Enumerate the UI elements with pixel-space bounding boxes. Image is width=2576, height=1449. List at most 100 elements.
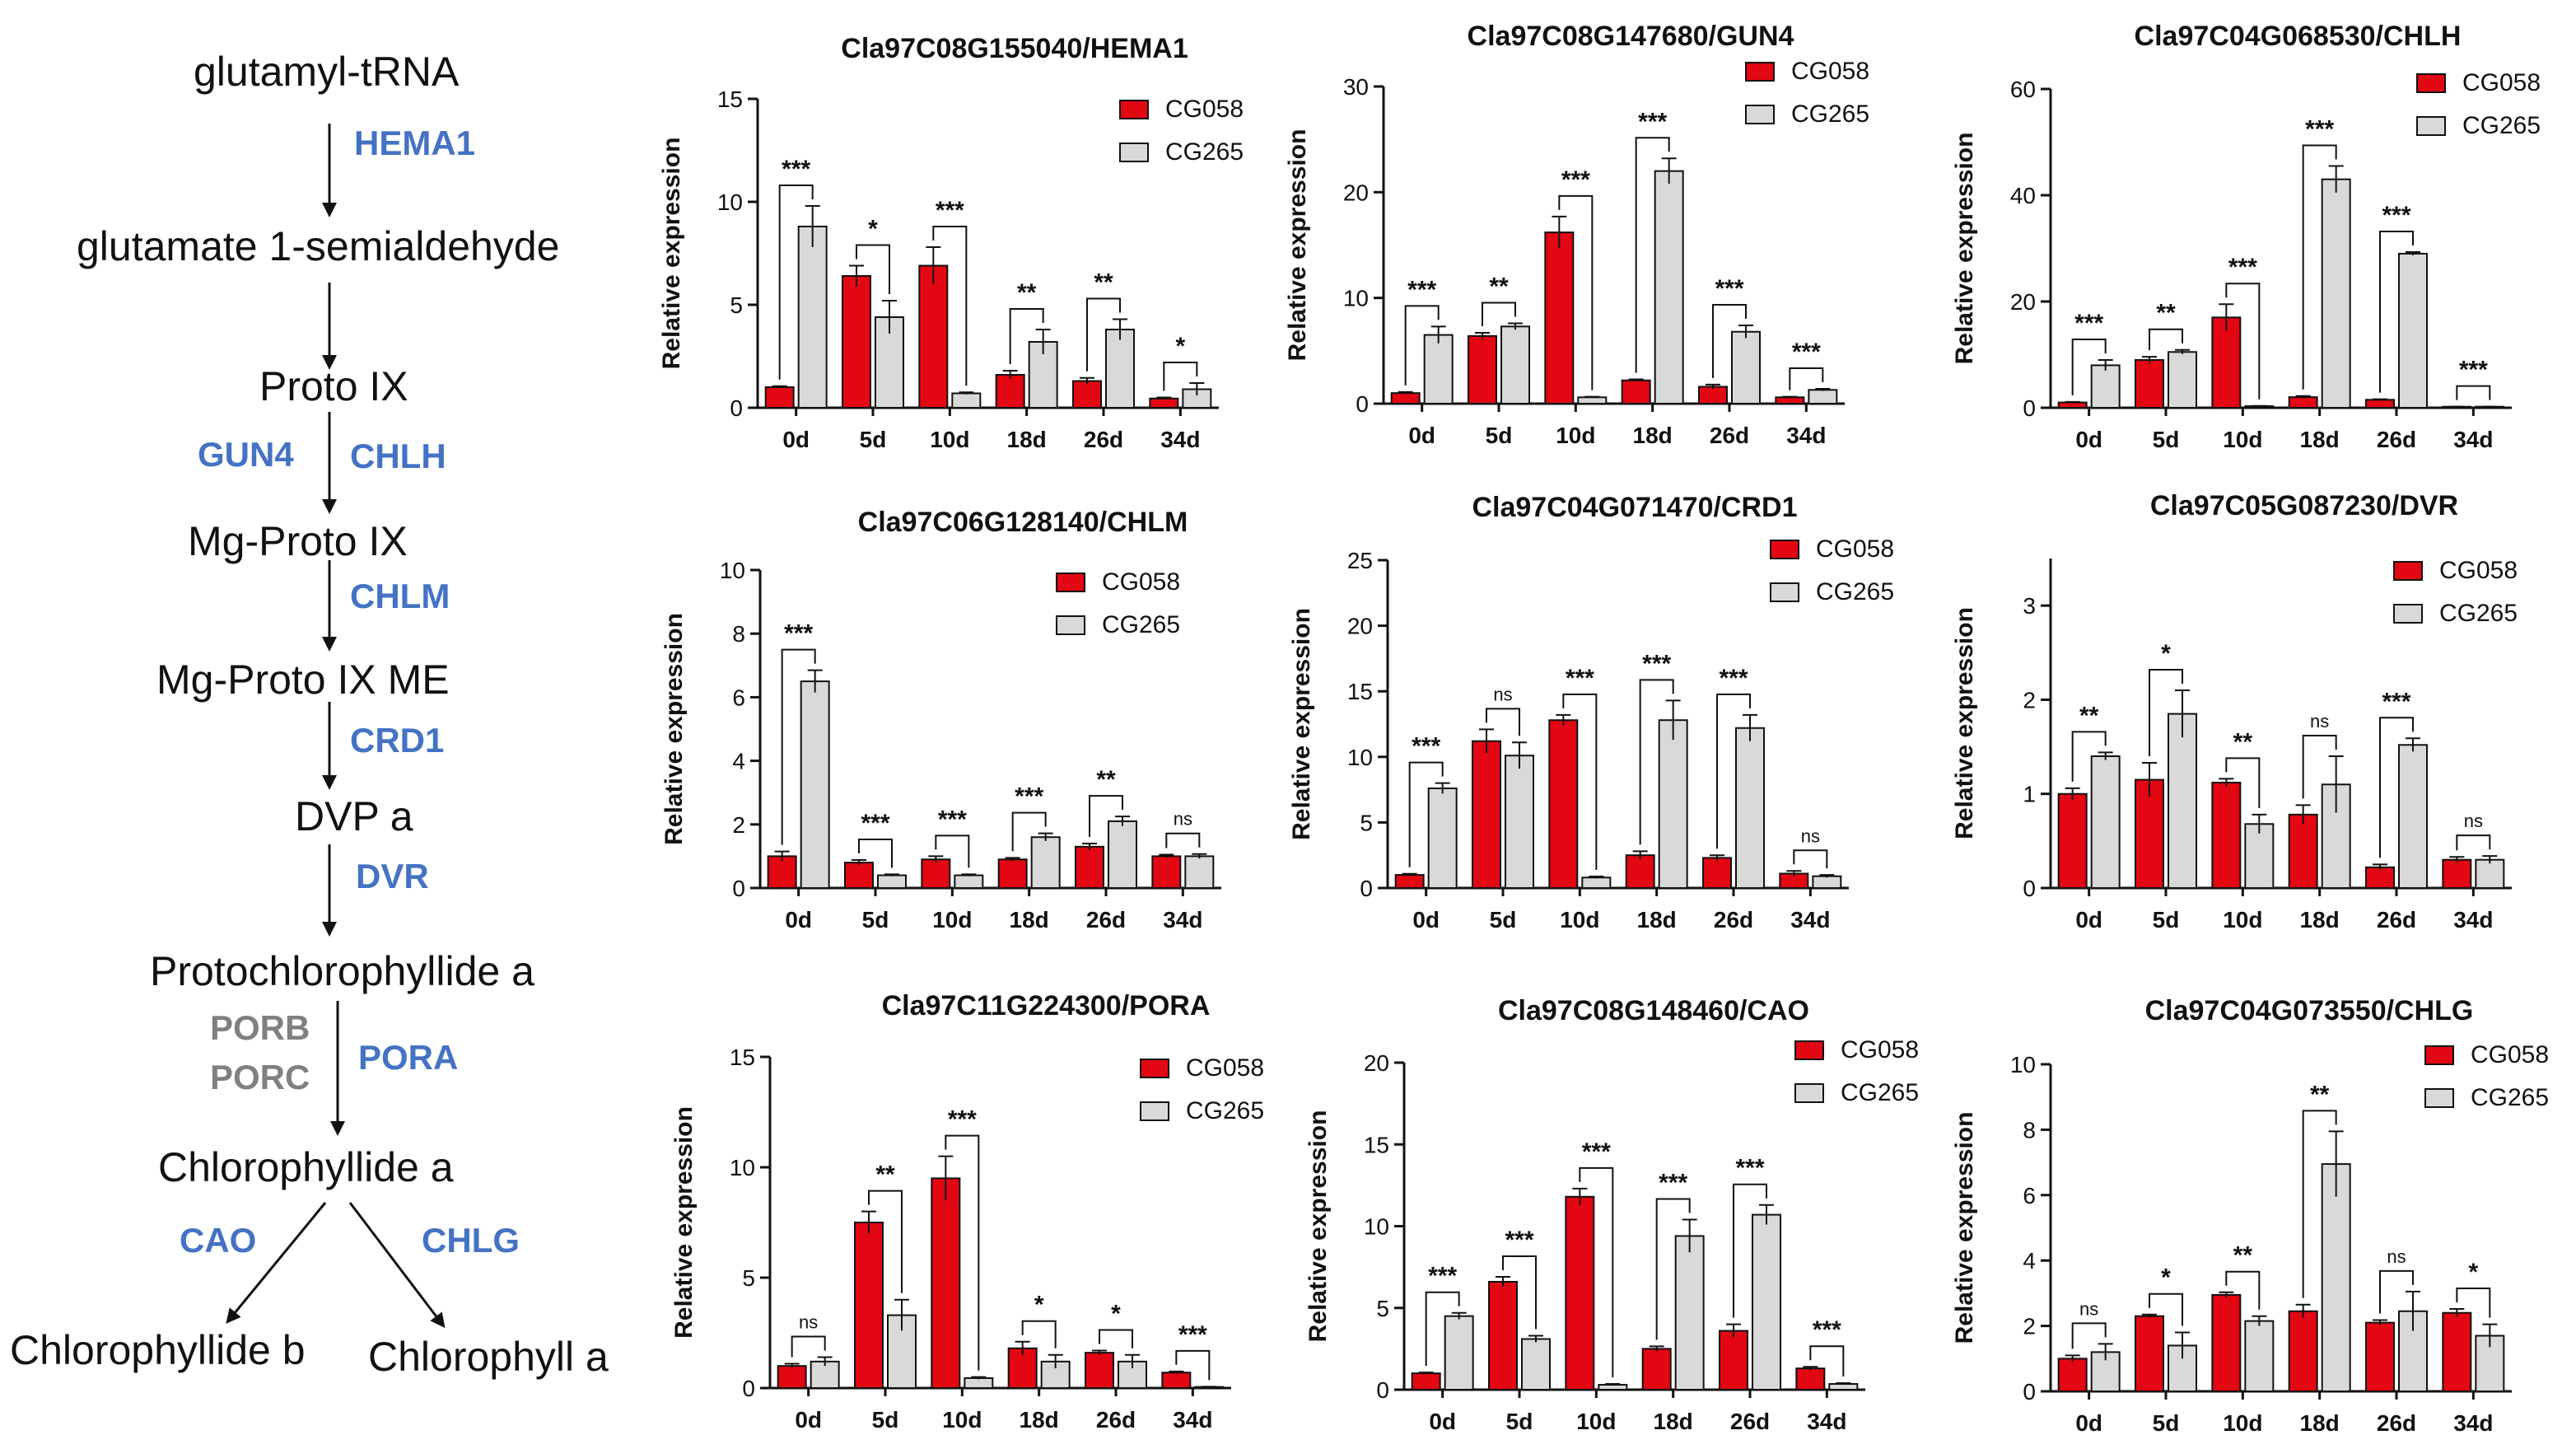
chart-0: Cla97C08G155040/HEMA1 Relative expression… (658, 33, 1244, 452)
y-tick-label: 10 (2010, 1052, 2036, 1077)
bar-CG058-0d (767, 855, 797, 890)
legend-swatch-CG265 (1770, 582, 1799, 602)
y-tick-label: 10 (720, 558, 745, 583)
significance-label: *** (782, 156, 810, 183)
bar-CG058-34d (1149, 397, 1179, 409)
y-axis-label: Relative expression (1288, 608, 1315, 840)
bar-CG058-5d (2135, 358, 2164, 409)
significance-label: ** (1017, 279, 1037, 306)
significance-bracket (2379, 1269, 2414, 1314)
significance-bracket (1639, 679, 1674, 845)
significance-label: *** (1638, 108, 1667, 135)
y-tick-label: 40 (2010, 183, 2036, 208)
significance-bracket (1408, 761, 1444, 867)
bar-CG058-0d (1390, 392, 1421, 404)
significance-label: * (1034, 1292, 1044, 1319)
significance-bracket (1404, 305, 1440, 386)
significance-label: *** (2382, 688, 2410, 715)
bar-CG265-5d (2168, 351, 2197, 409)
bar-CG265-5d (1521, 1338, 1551, 1391)
significance-bracket (2456, 385, 2491, 400)
significance-bracket (778, 185, 814, 380)
chart-title: Cla97C05G087230/DVR (2150, 490, 2458, 521)
y-axis-label: Relative expression (1951, 1112, 1978, 1344)
bar-CG265-0d (2090, 364, 2121, 409)
bar-CG058-10d (921, 858, 951, 890)
legend-label: CG265 (2462, 112, 2541, 139)
bar-CG058-18d (997, 858, 1028, 890)
significance-label: ns (1493, 684, 1512, 704)
enzyme-pora: PORA (358, 1038, 459, 1077)
chart-title: Cla97C08G148460/CAO (1498, 995, 1809, 1026)
legend-label: CG265 (1816, 578, 1894, 605)
chart-5: Cla97C05G087230/DVR Relative expression 0 1… (1951, 490, 2518, 933)
x-tick-label: 0d (2075, 427, 2102, 452)
legend-swatch-CG058 (1794, 1040, 1824, 1060)
bar-CG265-10d (1581, 876, 1612, 890)
legend-swatch-CG265 (1056, 615, 1085, 635)
bar-CG058-10d (918, 264, 949, 409)
chart-7: Cla97C08G148460/CAO Relative expression 0 5… (1304, 995, 1919, 1434)
bar-CG058-26d (1085, 1352, 1114, 1389)
chart-title: Cla97C04G071470/CRD1 (1472, 492, 1797, 523)
legend-swatch-CG265 (2393, 604, 2423, 624)
bar-CG265-26d (1105, 329, 1135, 409)
bar-CG058-18d (2288, 1310, 2318, 1392)
significance-label: *** (1505, 1227, 1533, 1254)
significance-bracket (2071, 338, 2107, 395)
x-tick-label: 18d (2300, 1410, 2340, 1436)
y-axis-label: Relative expression (658, 138, 685, 370)
bar-CG265-34d (1828, 1383, 1859, 1391)
bar-CG265-34d (1808, 389, 1838, 405)
bar-CG058-34d (1795, 1367, 1826, 1391)
significance-label: * (1111, 1300, 1121, 1327)
y-tick-label: 0 (2023, 1379, 2036, 1405)
significance-label: ns (1174, 809, 1192, 830)
y-tick-label: 20 (1364, 1050, 1389, 1076)
legend-label: CG265 (1841, 1079, 1919, 1106)
chart-2: Cla97C04G068530/CHLH Relative expression 0… (1951, 21, 2541, 452)
significance-bracket (1558, 194, 1594, 390)
significance-bracket (2456, 1287, 2491, 1318)
legend-swatch-CG265 (1119, 143, 1149, 162)
legend-label: CG265 (1791, 100, 1869, 128)
bar-CG058-0d (2057, 792, 2088, 890)
y-tick-label: 1 (2023, 782, 2036, 807)
legend-swatch-CG265 (2416, 116, 2446, 136)
bar-CG058-10d (931, 1177, 961, 1390)
legend-label: CG058 (2462, 69, 2541, 96)
chart-8: Cla97C04G073550/CHLG Relative expression 0… (1951, 995, 2549, 1436)
y-tick-label: 8 (732, 621, 745, 647)
bar-CG265-34d (2475, 858, 2505, 889)
x-tick-label: 26d (1086, 907, 1126, 933)
legend-label: CG265 (1102, 611, 1180, 638)
y-tick-label: 6 (2023, 1183, 2036, 1208)
significance-label: *** (2305, 116, 2334, 143)
bar-CG265-0d (1427, 788, 1458, 889)
x-tick-label: 10d (932, 907, 972, 933)
x-tick-label: 18d (1633, 423, 1673, 448)
x-tick-label: 18d (1007, 427, 1047, 452)
bar-CG265-10d (2244, 823, 2275, 889)
x-tick-label: 18d (2300, 907, 2340, 933)
significance-bracket (1579, 1166, 1614, 1378)
significance-label: *** (1642, 650, 1671, 677)
significance-bracket (1562, 693, 1598, 870)
enzyme-crd1: CRD1 (350, 721, 445, 760)
node-dvp-a: DVP a (295, 793, 413, 839)
x-tick-label: 26d (2377, 1410, 2416, 1436)
significance-label: ** (2233, 728, 2253, 755)
y-tick-label: 2 (2023, 1314, 2036, 1339)
significance-bracket (1011, 811, 1047, 852)
significance-bracket (2225, 283, 2261, 400)
bar-CG058-34d (1775, 396, 1805, 404)
y-tick-label: 10 (730, 1155, 755, 1180)
enzyme-hema1: HEMA1 (354, 124, 476, 162)
significance-bracket (856, 244, 890, 294)
bar-CG265-18d (2321, 178, 2351, 409)
node-chlorophyll-a: Chlorophyll a (368, 1334, 609, 1380)
significance-bracket (1175, 1349, 1211, 1381)
significance-bracket (2456, 834, 2491, 851)
significance-label: *** (1015, 783, 1043, 811)
y-tick-label: 10 (1364, 1214, 1389, 1240)
